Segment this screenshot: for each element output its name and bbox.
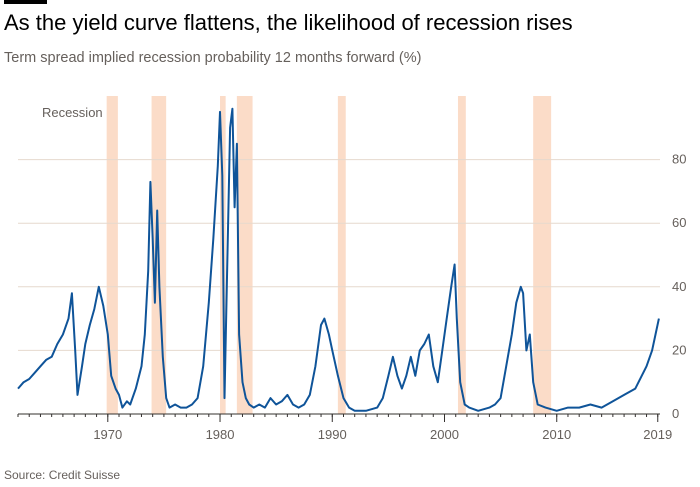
y-tick-label: 60 bbox=[672, 215, 686, 230]
x-tick-label: 2010 bbox=[542, 427, 571, 442]
title-accent-rule bbox=[4, 0, 47, 4]
recession-band bbox=[533, 96, 552, 414]
recession-band bbox=[337, 96, 346, 414]
y-tick-label: 0 bbox=[672, 406, 679, 421]
x-tick-label: 1980 bbox=[206, 427, 235, 442]
recession-band bbox=[106, 96, 118, 414]
y-tick-label: 40 bbox=[672, 279, 686, 294]
series-line bbox=[17, 107, 660, 412]
recession-band bbox=[457, 96, 466, 414]
y-tick-label: 20 bbox=[672, 342, 686, 357]
source-note: Source: Credit Suisse bbox=[4, 468, 121, 482]
chart-title: As the yield curve flattens, the likelih… bbox=[4, 10, 573, 35]
y-tick-label: 80 bbox=[672, 152, 686, 167]
x-tick-label: 1990 bbox=[318, 427, 347, 442]
x-tick-label: 2019 bbox=[643, 427, 672, 442]
chart-subtitle: Term spread implied recession probabilit… bbox=[4, 50, 422, 66]
x-tick-label: 1970 bbox=[93, 427, 122, 442]
x-tick-label: 2000 bbox=[430, 427, 459, 442]
recession-annotation: Recession bbox=[42, 105, 103, 120]
recession-band bbox=[236, 96, 253, 414]
